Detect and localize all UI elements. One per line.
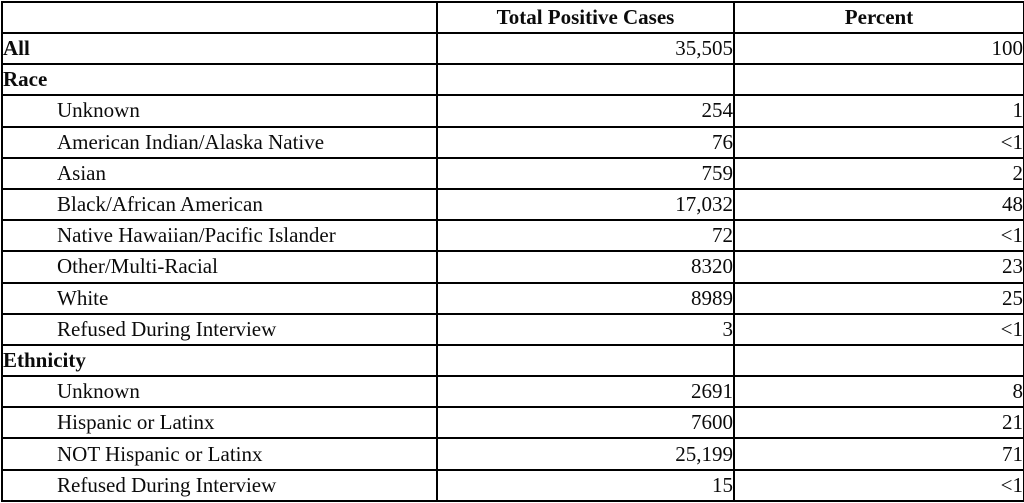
row-label: NOT Hispanic or Latinx (1, 437, 438, 471)
row-cases (436, 63, 735, 97)
row-percent (733, 63, 1024, 97)
table-row: Native Hawaiian/Pacific Islander 72 <1 (1, 219, 1024, 253)
row-cases: 35,505 (436, 31, 735, 66)
table-row: Hispanic or Latinx 7600 21 (1, 406, 1024, 440)
table-row: Unknown 2691 8 (1, 375, 1024, 409)
row-percent: <1 (733, 125, 1024, 159)
table-row-all: All 35,505 100 (1, 31, 1024, 66)
row-percent: 23 (733, 250, 1024, 284)
row-label: All (1, 31, 438, 66)
table-row: NOT Hispanic or Latinx 25,199 71 (1, 437, 1024, 471)
row-percent: <1 (733, 219, 1024, 253)
header-category (1, 1, 438, 34)
row-cases: 254 (436, 94, 735, 128)
row-cases: 17,032 (436, 187, 735, 222)
header-total-positive-cases: Total Positive Cases (436, 1, 735, 34)
row-cases: 72 (436, 219, 735, 253)
header-row: Total Positive Cases Percent (1, 1, 1024, 34)
header-percent: Percent (733, 1, 1024, 34)
row-label: Native Hawaiian/Pacific Islander (1, 219, 438, 253)
table-row: Refused During Interview 15 <1 (1, 468, 1024, 503)
row-cases: 759 (436, 156, 735, 190)
row-label: Refused During Interview (1, 312, 438, 346)
row-percent: 100 (733, 31, 1024, 66)
row-cases: 8989 (436, 281, 735, 315)
row-label: American Indian/Alaska Native (1, 125, 438, 159)
row-cases: 7600 (436, 406, 735, 440)
row-percent: 8 (733, 375, 1024, 409)
row-percent: 25 (733, 281, 1024, 315)
table-row: Unknown 254 1 (1, 94, 1024, 128)
row-percent: 21 (733, 406, 1024, 440)
table-row: Asian 759 2 (1, 156, 1024, 190)
table-row: Refused During Interview 3 <1 (1, 312, 1024, 346)
table-row: White 8989 25 (1, 281, 1024, 315)
row-percent: 1 (733, 94, 1024, 128)
row-label: Hispanic or Latinx (1, 406, 438, 440)
row-label: White (1, 281, 438, 315)
row-label: Other/Multi-Racial (1, 250, 438, 284)
row-label: Asian (1, 156, 438, 190)
row-percent: 48 (733, 187, 1024, 222)
table-row-ethnicity-section: Ethnicity (1, 343, 1024, 378)
table-row: American Indian/Alaska Native 76 <1 (1, 125, 1024, 159)
row-percent: <1 (733, 468, 1024, 503)
row-cases (436, 343, 735, 378)
row-percent (733, 343, 1024, 378)
row-label: Unknown (1, 375, 438, 409)
table-row-race-section: Race (1, 63, 1024, 97)
row-label: Ethnicity (1, 343, 438, 378)
row-cases: 25,199 (436, 437, 735, 471)
row-label: Race (1, 63, 438, 97)
row-label: Unknown (1, 94, 438, 128)
row-cases: 15 (436, 468, 735, 503)
row-cases: 76 (436, 125, 735, 159)
row-label: Black/African American (1, 187, 438, 222)
row-cases: 8320 (436, 250, 735, 284)
table-row: Black/African American 17,032 48 (1, 187, 1024, 222)
row-percent: 2 (733, 156, 1024, 190)
row-cases: 3 (436, 312, 735, 346)
row-percent: <1 (733, 312, 1024, 346)
row-label: Refused During Interview (1, 468, 438, 503)
table-row: Other/Multi-Racial 8320 23 (1, 250, 1024, 284)
row-cases: 2691 (436, 375, 735, 409)
row-percent: 71 (733, 437, 1024, 471)
